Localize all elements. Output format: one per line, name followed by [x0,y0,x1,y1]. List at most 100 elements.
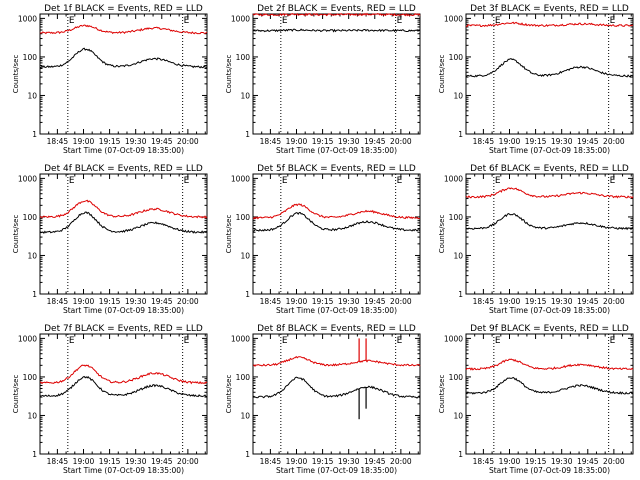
x-tick-label: 20:00 [390,137,412,146]
e-marker-label: E [282,336,288,346]
y-tick-label: 100 [449,53,464,62]
y-tick-label: 1 [458,290,463,299]
plot-frame [39,333,208,455]
x-axis-label: Start Time (07-Oct-09 18:35:00) [489,146,610,155]
y-axis-label: Counts/sec [438,55,446,94]
x-tick-label: 20:00 [177,457,199,466]
plot-frame [465,13,634,135]
panel-title: Det 7f BLACK = Events, RED = LLD [44,324,203,334]
x-tick-label: 19:45 [577,137,599,146]
lld-series-line [465,187,634,199]
x-axis-label: Start Time (07-Oct-09 18:35:00) [63,466,184,475]
lld-series-line [252,12,421,17]
y-axis-label: Counts/sec [12,375,20,414]
x-tick-label: 18:45 [260,297,282,306]
events-series-line [39,47,208,69]
y-axis-label: Counts/sec [225,215,233,254]
x-tick-label: 19:15 [99,457,121,466]
y-axis-label: Counts/sec [225,375,233,414]
x-tick-label: 19:15 [99,137,121,146]
x-tick-label: 19:30 [551,457,573,466]
x-tick-label: 18:45 [473,297,495,306]
x-tick-label: 19:30 [338,457,360,466]
plot-frame [465,333,634,455]
x-tick-label: 19:15 [312,297,334,306]
x-tick-label: 20:00 [177,137,199,146]
x-tick-label: 19:00 [286,457,308,466]
x-tick-label: 19:30 [551,137,573,146]
y-tick-label: 1000 [444,334,463,343]
y-tick-label: 10 [240,91,250,100]
x-tick-label: 19:15 [312,457,334,466]
x-tick-label: 19:45 [577,457,599,466]
x-tick-label: 18:45 [260,137,282,146]
panel-title: Det 1f BLACK = Events, RED = LLD [44,4,203,14]
y-tick-label: 100 [23,373,38,382]
x-tick-label: 19:45 [364,297,386,306]
x-tick-label: 20:00 [177,297,199,306]
x-tick-label: 19:00 [73,457,95,466]
y-tick-label: 1000 [231,14,250,23]
x-tick-label: 19:45 [151,297,173,306]
detector-panel-5: Det 5f BLACK = Events, RED = LLD 1 10 100 10… [225,164,421,315]
y-tick-label: 1 [32,450,37,459]
y-axis-label: Counts/sec [438,215,446,254]
x-tick-label: 19:30 [125,457,147,466]
x-tick-label: 20:00 [390,457,412,466]
e-marker-label: E [69,336,75,346]
x-tick-label: 18:45 [47,297,69,306]
x-tick-label: 19:30 [551,297,573,306]
x-axis-label: Start Time (07-Oct-09 18:35:00) [489,306,610,315]
x-tick-label: 18:45 [47,457,69,466]
x-axis-label: Start Time (07-Oct-09 18:35:00) [276,466,397,475]
x-tick-label: 18:45 [473,457,495,466]
panel-title: Det 3f BLACK = Events, RED = LLD [470,4,629,14]
y-tick-label: 100 [449,213,464,222]
y-tick-label: 1 [245,130,250,139]
x-tick-label: 19:00 [499,137,521,146]
e-marker-label: E [397,176,403,186]
x-tick-label: 19:45 [364,457,386,466]
x-tick-label: 19:45 [151,457,173,466]
events-series-line [39,211,208,234]
plot-frame [252,333,421,455]
x-axis-label: Start Time (07-Oct-09 18:35:00) [489,466,610,475]
events-series-line [465,58,634,78]
y-axis-label: Counts/sec [12,215,20,254]
y-tick-label: 1 [32,290,37,299]
x-tick-label: 19:45 [364,137,386,146]
y-axis-label: Counts/sec [225,55,233,94]
x-tick-label: 19:30 [125,297,147,306]
x-tick-label: 19:00 [286,137,308,146]
y-tick-label: 1 [245,450,250,459]
x-tick-label: 19:30 [338,297,360,306]
y-tick-label: 1000 [444,14,463,23]
y-tick-label: 1 [458,450,463,459]
events-series-line [252,28,421,33]
y-tick-label: 10 [27,251,37,260]
x-tick-label: 19:15 [525,457,547,466]
y-tick-label: 100 [236,53,251,62]
panel-title: Det 9f BLACK = Events, RED = LLD [470,324,629,334]
x-axis-label: Start Time (07-Oct-09 18:35:00) [276,146,397,155]
x-tick-label: 20:00 [603,297,625,306]
x-tick-label: 20:00 [603,137,625,146]
y-tick-label: 10 [27,411,37,420]
e-marker-label: E [69,176,75,186]
y-tick-label: 1000 [18,174,37,183]
e-marker-label: E [282,176,288,186]
y-tick-label: 100 [23,213,38,222]
y-tick-label: 10 [453,411,463,420]
x-axis-label: Start Time (07-Oct-09 18:35:00) [63,146,184,155]
y-tick-label: 1 [32,130,37,139]
lld-series-line [465,358,634,371]
x-tick-label: 19:00 [499,457,521,466]
lld-series-line [252,203,421,220]
y-tick-label: 10 [453,91,463,100]
x-tick-label: 19:15 [525,137,547,146]
events-series-line [465,213,634,231]
x-tick-label: 19:00 [73,297,95,306]
e-marker-label: E [69,16,75,26]
x-tick-label: 18:45 [47,137,69,146]
